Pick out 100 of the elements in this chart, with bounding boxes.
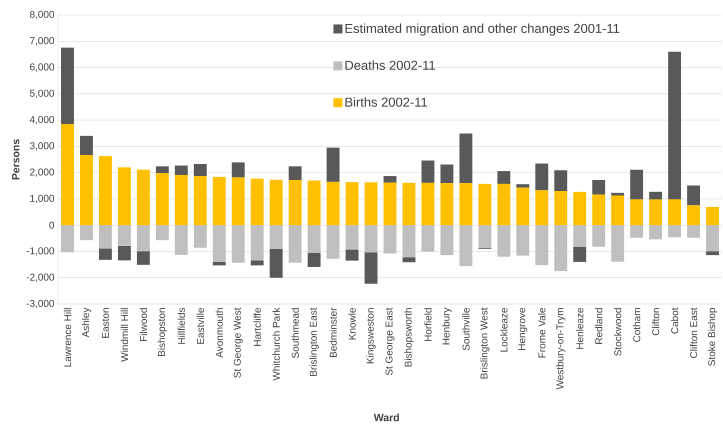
y-tick-label: 4,000 xyxy=(30,116,54,124)
bar xyxy=(573,225,586,247)
x-tick-label: Redland xyxy=(595,308,602,344)
bar xyxy=(156,173,169,226)
x-tick-label: Bishopsworth xyxy=(404,308,414,367)
bar xyxy=(668,225,682,238)
bar xyxy=(288,225,302,263)
x-tick-label: St George East xyxy=(385,308,395,376)
bar xyxy=(308,180,321,226)
bar xyxy=(421,225,434,252)
bar xyxy=(384,176,396,183)
bar xyxy=(687,205,700,226)
bar xyxy=(212,262,226,266)
x-tick-label: Southmead xyxy=(291,308,299,358)
y-tick-label: 8,000 xyxy=(30,10,54,20)
y-tick-label: 5,000 xyxy=(30,90,54,98)
bar xyxy=(232,225,245,263)
bar xyxy=(478,184,492,226)
bar xyxy=(440,183,454,226)
bar xyxy=(706,251,719,256)
bar xyxy=(384,225,396,254)
bar xyxy=(630,199,644,226)
bar xyxy=(174,166,188,175)
x-tick-label: Hengrove xyxy=(518,308,528,350)
bar xyxy=(270,180,283,226)
x-tick-label: Whitchurch Park xyxy=(272,308,280,381)
bar xyxy=(611,192,624,196)
bar xyxy=(668,52,682,200)
x-tick-label: Henbury xyxy=(442,308,452,344)
bar xyxy=(326,225,340,259)
y-tick-label: 6,000 xyxy=(30,63,54,72)
bar xyxy=(630,225,644,238)
x-tick-label: Knowle xyxy=(348,308,356,340)
bar xyxy=(250,178,264,226)
bar xyxy=(118,225,131,246)
x-tick-label: Henleaze xyxy=(576,308,584,349)
bar xyxy=(156,166,169,174)
bar xyxy=(118,246,131,260)
x-tick-label: Kingsweston xyxy=(366,308,376,364)
bar xyxy=(497,225,510,257)
x-tick-label: Horfield xyxy=(424,308,432,342)
bar xyxy=(194,225,207,248)
x-tick-label: Stockwood xyxy=(614,308,622,356)
bar xyxy=(706,207,719,226)
bar xyxy=(592,194,606,226)
x-tick-label: Lawrence Hill xyxy=(64,308,72,367)
bar xyxy=(535,225,548,266)
bar xyxy=(194,176,207,226)
bar xyxy=(346,250,359,261)
bar xyxy=(440,164,454,184)
x-tick-label: Southville xyxy=(462,308,470,350)
bar xyxy=(288,180,302,226)
bar xyxy=(308,252,321,267)
bar xyxy=(649,199,662,226)
x-tick-label: Filwood xyxy=(140,308,148,342)
bar xyxy=(554,191,568,226)
y-tick-label: 1,000 xyxy=(30,194,54,204)
legend-label: Deaths 2002-11 xyxy=(345,60,435,70)
bar xyxy=(250,225,264,260)
bar xyxy=(136,251,150,265)
bar xyxy=(118,167,131,226)
bar xyxy=(270,248,283,278)
bar xyxy=(402,225,416,258)
bar xyxy=(194,164,207,176)
bar xyxy=(459,133,472,184)
bar xyxy=(630,170,644,200)
x-tick-label: Brislington East xyxy=(309,308,319,376)
bar xyxy=(687,186,700,206)
bar xyxy=(687,225,700,238)
x-tick-label: Eastville xyxy=(196,308,204,344)
x-tick-label: Cabot xyxy=(670,308,678,334)
bar xyxy=(497,184,510,226)
bar xyxy=(459,183,472,226)
x-tick-label: Clifton East xyxy=(690,308,698,358)
x-tick-label: Stoke Bishop xyxy=(708,308,718,366)
x-tick-label: Lockleaze xyxy=(500,308,508,352)
y-tick-label: 0 xyxy=(49,222,54,229)
bar xyxy=(98,225,112,249)
x-tick-label: Easton xyxy=(102,308,109,338)
bar xyxy=(174,174,188,226)
bar xyxy=(364,225,378,253)
bar xyxy=(573,246,586,262)
bar xyxy=(174,225,188,255)
bar xyxy=(61,124,74,226)
bar xyxy=(516,188,530,226)
bar xyxy=(212,176,226,226)
bar xyxy=(80,225,93,240)
x-tick-label: Clifton xyxy=(652,308,660,336)
bar xyxy=(250,260,264,266)
bar xyxy=(706,225,719,252)
y-tick-label: 7,000 xyxy=(30,37,54,46)
bar xyxy=(516,184,530,188)
x-tick-label: Bishopston xyxy=(158,308,167,356)
x-tick-label: Avonmouth xyxy=(216,308,223,358)
x-tick-label: St George West xyxy=(234,308,243,378)
bar xyxy=(270,225,283,249)
bar xyxy=(61,225,74,252)
bar xyxy=(136,225,150,252)
bar xyxy=(592,180,606,194)
x-tick-label: Windmill Hill xyxy=(120,308,128,362)
